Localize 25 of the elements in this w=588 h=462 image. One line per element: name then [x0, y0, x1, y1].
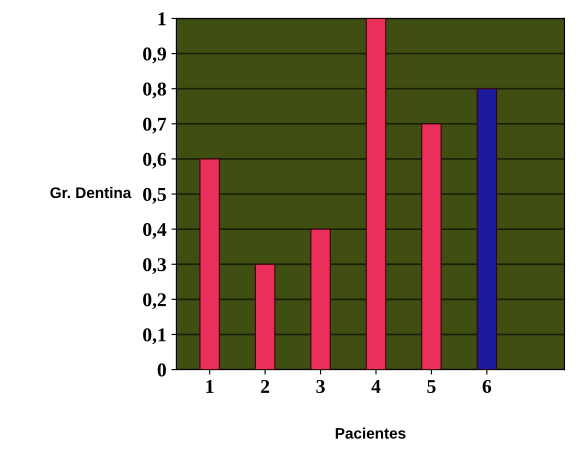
x-axis-title: Pacientes: [336, 428, 406, 439]
bar: [254, 264, 276, 370]
bar: [421, 123, 442, 370]
bar: [310, 228, 331, 370]
x-tick-label: 1: [206, 380, 214, 393]
y-tick-label: 0,3: [143, 258, 166, 274]
y-tick-label: 0,1: [143, 328, 166, 344]
x-tick-label: 2: [261, 380, 270, 393]
bar: [366, 18, 386, 370]
y-tick-label: 0: [158, 363, 166, 377]
bar: [199, 158, 220, 370]
x-tick-label: 4: [371, 380, 380, 393]
x-tick-label: 5: [427, 380, 436, 394]
y-axis-title: Gr. Dentina: [50, 186, 132, 198]
y-tick-label: 0,7: [143, 118, 166, 134]
y-tick-label: 0,8: [143, 82, 166, 98]
x-tick-label: 6: [482, 380, 492, 394]
y-tick-label: 0,6: [143, 152, 166, 169]
y-tick-label: 0,4: [143, 222, 166, 239]
y-tick-label: 0,9: [143, 47, 166, 64]
x-tick-label: 3: [316, 380, 325, 394]
y-tick-label: 0,2: [143, 293, 166, 310]
y-tick-label: 0,5: [143, 188, 166, 204]
y-tick-label: 1: [158, 12, 166, 26]
bar: [476, 88, 498, 370]
